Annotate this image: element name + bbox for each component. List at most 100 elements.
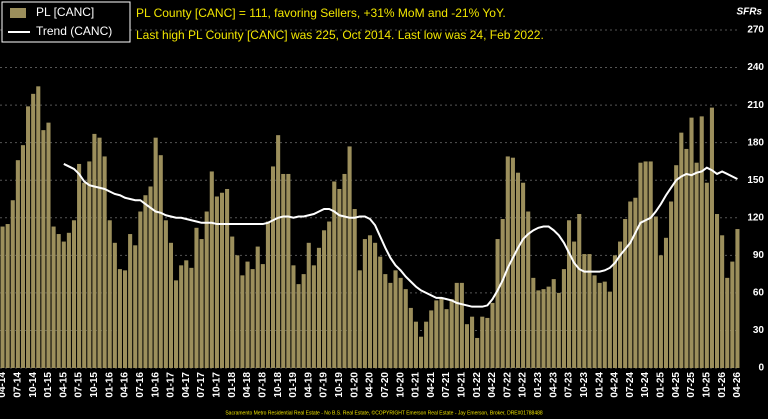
x-tick-label: 07-16: [135, 372, 146, 398]
y-tick-label: 0: [758, 363, 764, 374]
x-tick-label: 01-18: [227, 372, 238, 398]
x-tick-label: 10-22: [518, 372, 529, 398]
legend-label: PL [CANC]: [36, 5, 94, 19]
x-tick-label: 07-17: [196, 372, 207, 398]
bar: [41, 130, 46, 368]
x-tick-label: 01-21: [411, 372, 422, 398]
bar: [699, 116, 704, 368]
x-tick-label: 01-20: [349, 372, 360, 398]
bar: [658, 255, 663, 368]
x-tick-label: 07-22: [502, 372, 513, 398]
bar: [434, 300, 439, 368]
bar: [82, 182, 87, 368]
x-tick-label: 04-19: [303, 372, 314, 398]
bar: [61, 241, 66, 368]
bar: [51, 226, 56, 368]
x-tick-label: 04-20: [365, 372, 376, 398]
x-tick-label: 10-16: [150, 372, 161, 398]
y-axis-label: SFRs: [736, 7, 762, 18]
bar: [97, 137, 102, 368]
bar: [536, 290, 541, 368]
bar: [408, 307, 413, 368]
x-tick-label: 04-26: [732, 372, 743, 398]
bar: [0, 226, 5, 368]
bar: [163, 220, 168, 368]
bar: [255, 246, 260, 368]
x-tick-label: 10-18: [273, 372, 284, 398]
bar: [388, 282, 393, 368]
y-tick-label: 240: [747, 62, 764, 73]
bar: [515, 172, 521, 368]
bar: [556, 292, 561, 368]
bar: [597, 282, 602, 368]
bar: [286, 173, 291, 368]
bar: [663, 237, 669, 368]
bar: [413, 321, 418, 368]
bar: [521, 182, 526, 368]
x-tick-label: 04-16: [120, 372, 131, 398]
bar: [373, 242, 378, 368]
y-tick-label: 270: [747, 25, 764, 36]
bar: [505, 156, 510, 368]
x-tick-label: 07-21: [441, 372, 452, 398]
x-tick-label: 01-15: [43, 372, 54, 398]
x-tick-label: 04-22: [487, 372, 498, 398]
bar: [577, 214, 582, 368]
bar: [265, 221, 270, 368]
y-tick-label: 150: [747, 175, 764, 186]
bar: [36, 86, 41, 368]
bar: [714, 214, 720, 368]
bar: [638, 162, 643, 368]
bar: [566, 220, 572, 368]
x-tick-label: 04-23: [548, 372, 559, 398]
bar: [694, 162, 699, 368]
bar: [327, 221, 332, 368]
bar: [720, 235, 725, 368]
bar: [444, 309, 449, 368]
bar: [276, 135, 281, 368]
bar: [378, 256, 383, 368]
bar: [459, 282, 464, 368]
bar: [133, 245, 138, 368]
x-tick-label: 01-23: [533, 372, 544, 398]
x-tick-label: 10-24: [640, 372, 651, 398]
bar: [357, 270, 362, 368]
x-tick-label: 07-19: [319, 372, 330, 398]
bar: [618, 241, 623, 368]
bar: [316, 247, 322, 368]
bar: [184, 260, 189, 368]
bar: [174, 280, 179, 368]
bar: [230, 236, 235, 368]
bar: [383, 274, 388, 368]
x-tick-label: 01-25: [656, 372, 667, 398]
bar: [296, 284, 301, 368]
bar: [669, 201, 674, 368]
bar: [342, 173, 347, 368]
y-tick-label: 210: [747, 100, 764, 111]
bar: [92, 133, 97, 368]
bar: [66, 232, 71, 368]
bar: [214, 196, 219, 368]
bar: [684, 148, 689, 368]
bar: [270, 166, 276, 368]
bar: [158, 155, 163, 368]
bar: [480, 316, 485, 368]
y-tick-label: 120: [747, 212, 764, 223]
bar: [679, 132, 684, 368]
x-tick-label: 04-18: [242, 372, 253, 398]
bar: [311, 265, 316, 368]
x-tick-label: 04-15: [58, 372, 69, 398]
bar: [730, 261, 735, 368]
bar: [531, 277, 536, 368]
bar: [225, 188, 230, 368]
bar: [689, 117, 694, 368]
bar: [26, 106, 31, 368]
x-tick-label: 07-20: [380, 372, 391, 398]
bar: [56, 234, 61, 368]
bar: [138, 211, 143, 368]
bar: [587, 254, 592, 368]
bar: [526, 211, 531, 368]
bar: [424, 321, 429, 368]
bar: [602, 281, 607, 368]
